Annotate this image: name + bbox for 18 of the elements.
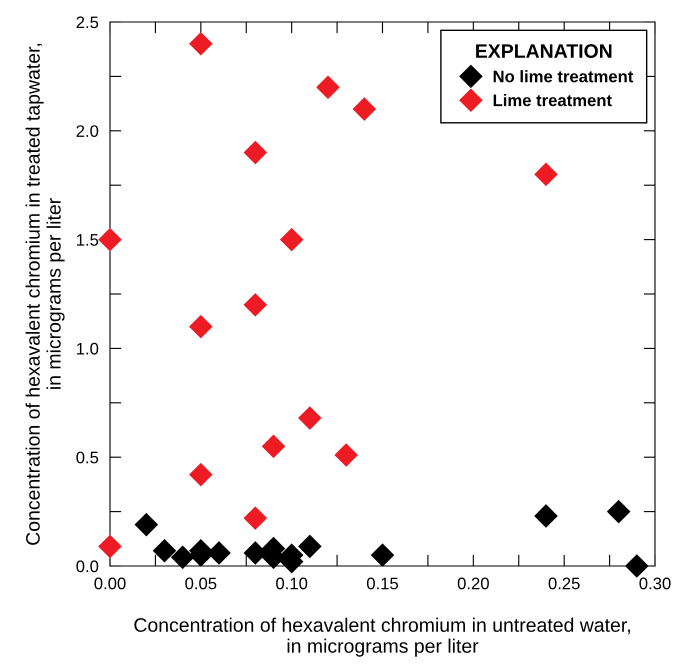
x-tick-label: 0.10 (276, 578, 308, 590)
x-axis-title: Concentration of hexavalent chromium in untreated water, in micrograms per liter (134, 618, 630, 657)
legend-label: Lime treatment (494, 94, 612, 106)
x-tick-label: 0.00 (94, 578, 126, 590)
legend-title: EXPLANATION (476, 44, 612, 58)
x-tick-label: 0.30 (639, 578, 671, 590)
x-tick-label: 0.25 (548, 578, 580, 590)
y-tick-label: 2.0 (76, 125, 98, 138)
x-tick-label: 0.15 (366, 578, 398, 590)
y-tick-label: 0.5 (76, 452, 98, 464)
y-tick-label: 0.0 (76, 560, 98, 572)
x-tick-label: 0.05 (185, 578, 216, 590)
y-axis-title: Concentration of hexavalent chromium in treated tapwater, in micrograms per liter (26, 44, 65, 545)
y-tick-label: 1.5 (76, 234, 98, 246)
legend-label: No lime treatment (494, 70, 634, 82)
y-tick-label: 1.0 (76, 342, 98, 355)
x-tick-label: 0.20 (458, 578, 489, 590)
y-tick-label: 2.5 (76, 16, 98, 28)
